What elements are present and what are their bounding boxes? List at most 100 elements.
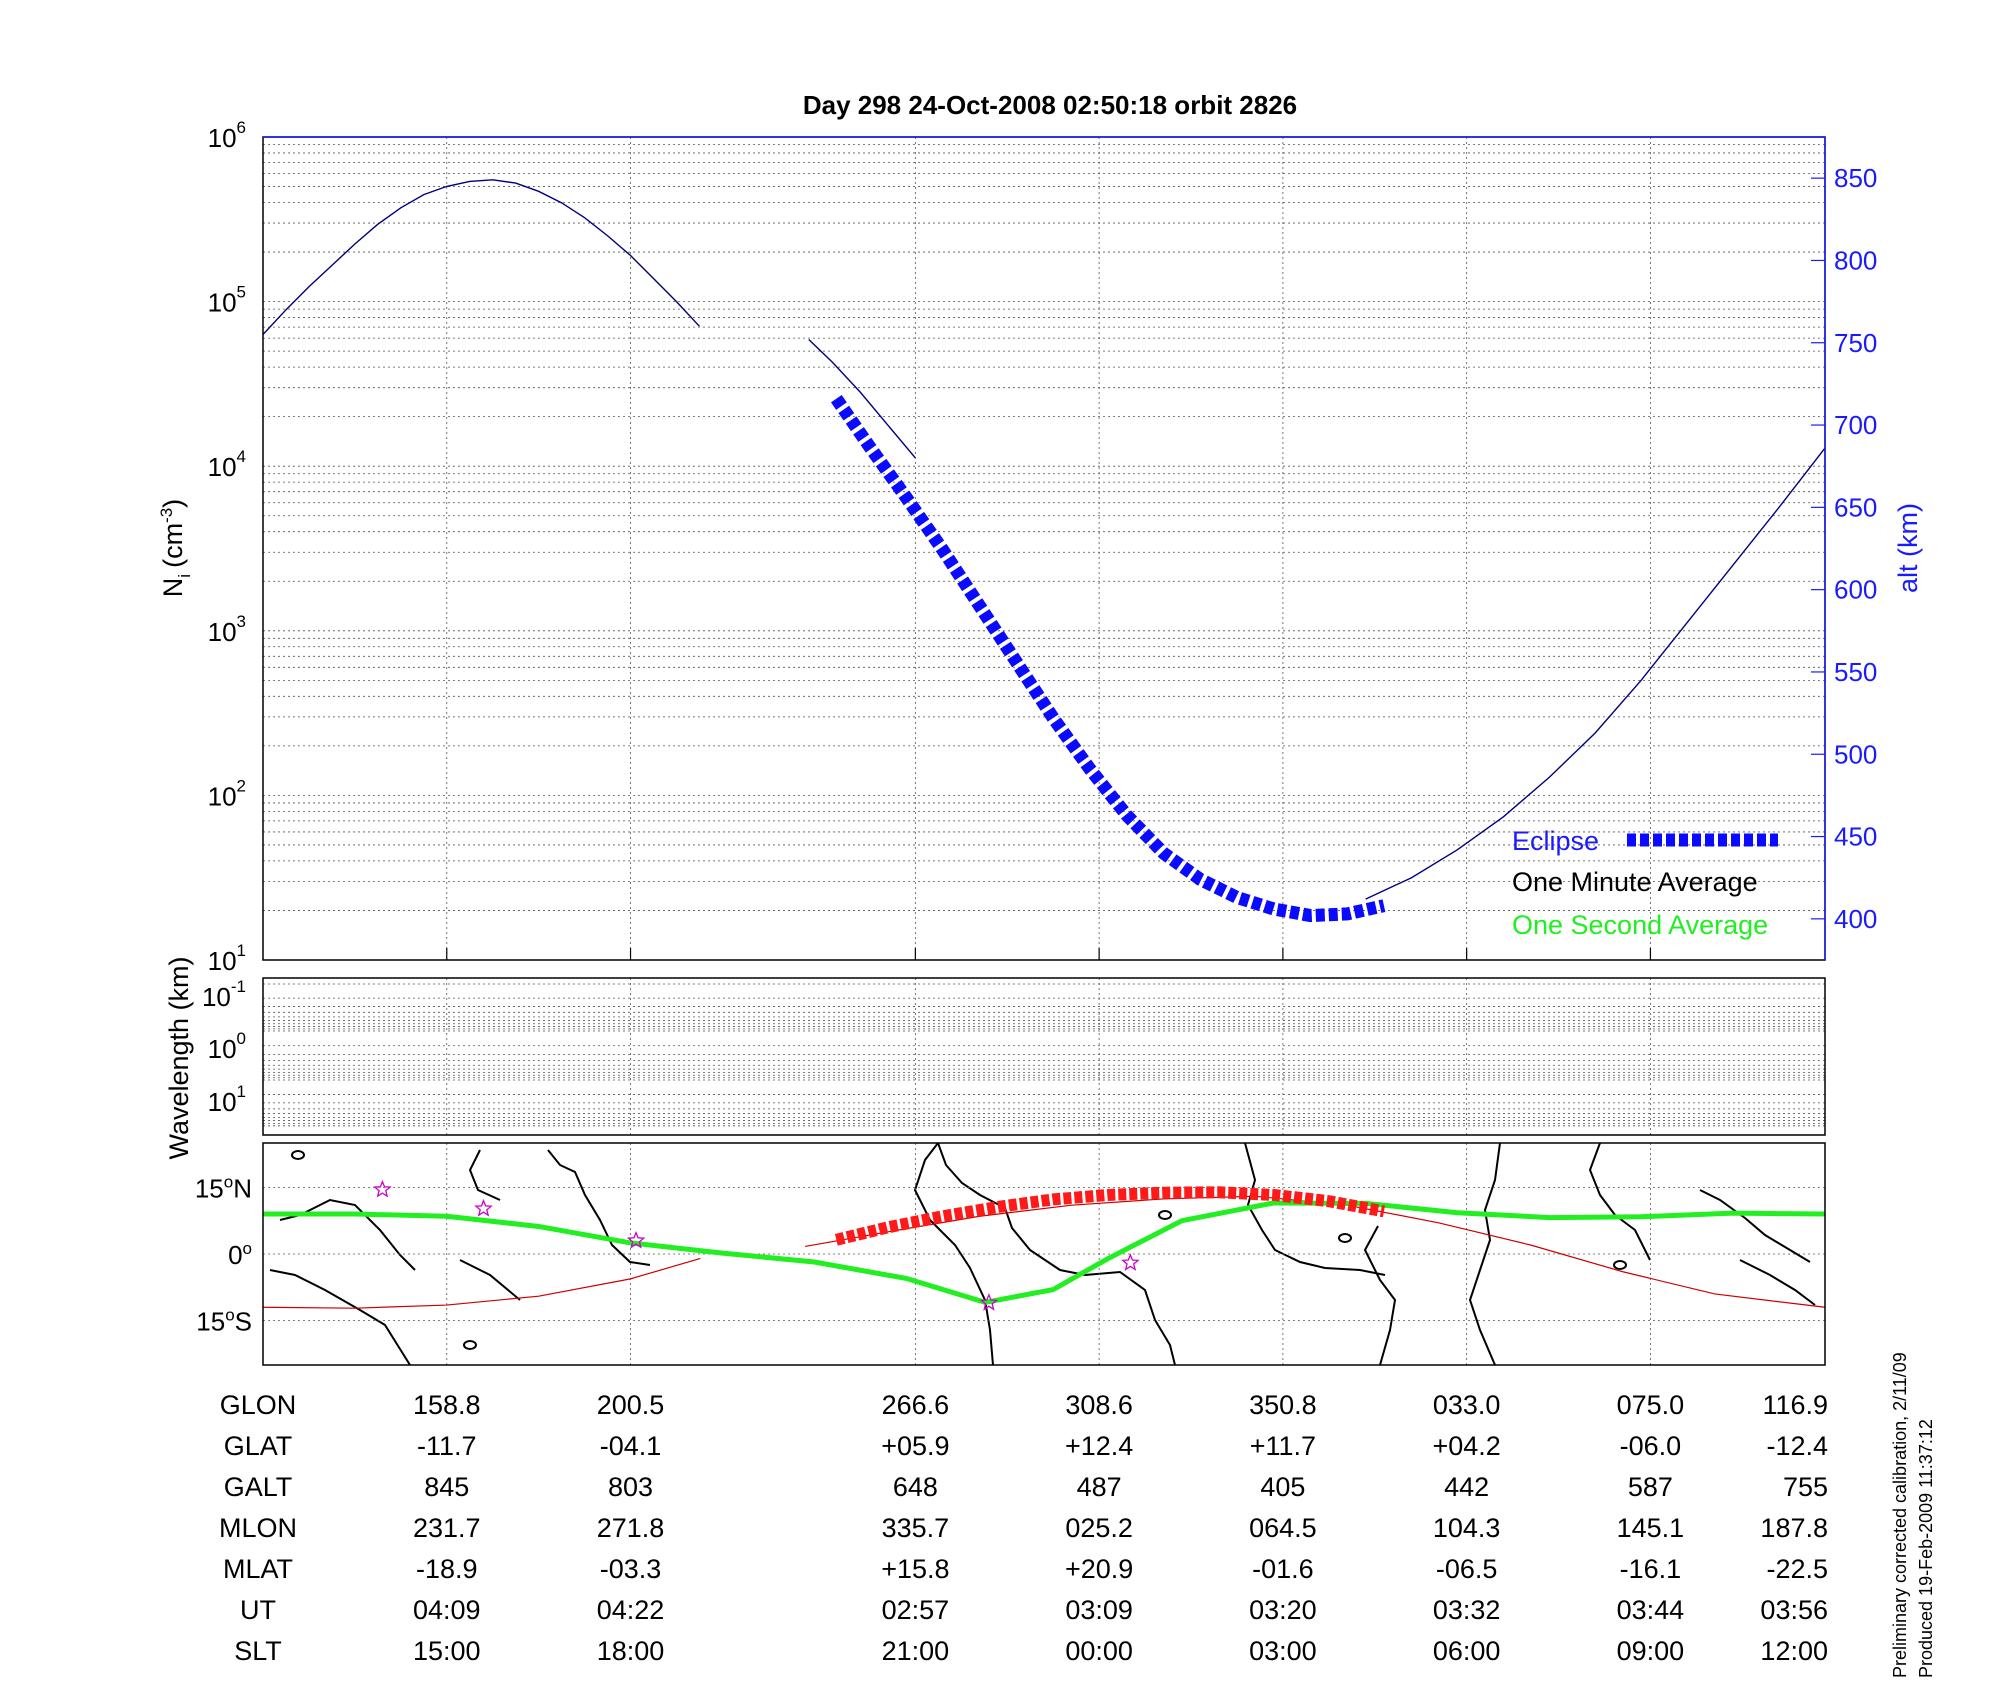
map-panel: 15oN 0o 15oS <box>195 1142 1826 1366</box>
table-cell: 09:00 <box>1617 1636 1685 1666</box>
table-cell: 803 <box>608 1472 653 1502</box>
table-cell: 064.5 <box>1249 1513 1317 1543</box>
coastline <box>459 1259 521 1301</box>
eclipse-ground-track <box>834 1186 1386 1246</box>
table-cell: 442 <box>1444 1472 1489 1502</box>
table-row-label: GALT <box>224 1472 293 1502</box>
table-cell: 145.1 <box>1617 1513 1685 1543</box>
wavelength-y-tick-label: 10-1 <box>202 977 246 1012</box>
table-row-label: GLAT <box>224 1431 293 1461</box>
table-cell: -12.4 <box>1766 1431 1828 1461</box>
wavelength-y-tick-label: 101 <box>208 1082 246 1117</box>
map-lat-ticks: 15oN 0o 15oS <box>195 1172 252 1336</box>
table-cell: 308.6 <box>1065 1390 1133 1420</box>
table-cell: 335.7 <box>882 1513 950 1543</box>
ground-track-line <box>263 1200 1826 1305</box>
island <box>1613 1260 1627 1270</box>
eclipse-segment <box>831 395 1386 923</box>
coastline <box>1699 1189 1811 1263</box>
table-cell: 025.2 <box>1065 1513 1133 1543</box>
altitude-line <box>1365 447 1826 900</box>
table-cell: +20.9 <box>1065 1554 1133 1584</box>
table-cell: 15:00 <box>413 1636 481 1666</box>
table-cell: -11.7 <box>417 1431 477 1461</box>
table-cell: 075.0 <box>1617 1390 1685 1420</box>
map-lat-tick-label: 0o <box>228 1239 252 1270</box>
station-star-marker <box>979 1293 999 1311</box>
table-cell: 03:44 <box>1617 1595 1685 1625</box>
table-row-label: GLON <box>220 1390 297 1420</box>
island <box>463 1340 477 1350</box>
density-y-tick-label: 104 <box>208 447 246 482</box>
density-y-tick-label: 103 <box>208 612 246 647</box>
table-cell: -01.6 <box>1252 1554 1314 1584</box>
coastline <box>269 1269 411 1366</box>
table-cell: 104.3 <box>1433 1513 1501 1543</box>
table-cell: +04.2 <box>1432 1431 1500 1461</box>
altitude-tick-label: 450 <box>1834 822 1877 852</box>
produced-note: Produced 19-Feb-2009 11:37:12 <box>1916 1419 1936 1678</box>
map-lat-tick-label: 15oS <box>196 1306 252 1337</box>
map-gridlines <box>263 1143 1825 1365</box>
table-cell: 158.8 <box>413 1390 481 1420</box>
density-y-tick-label: 102 <box>208 776 246 811</box>
island <box>1338 1233 1352 1243</box>
table-cell: 350.8 <box>1249 1390 1317 1420</box>
table-cell: -03.3 <box>600 1554 662 1584</box>
coastline <box>1468 1142 1501 1366</box>
island <box>1158 1210 1172 1220</box>
table-cell: -06.0 <box>1620 1431 1682 1461</box>
map-plot-frame <box>262 1142 1826 1366</box>
table-cell: -04.1 <box>600 1431 662 1461</box>
density-y-label: Ni(cm-3) <box>157 499 194 597</box>
coastline <box>468 1149 501 1201</box>
table-row-label: SLT <box>234 1636 282 1666</box>
coastline <box>1363 1225 1397 1366</box>
wavelength-y-tick-label: 100 <box>208 1029 246 1064</box>
table-cell: 04:22 <box>597 1595 665 1625</box>
altitude-y-ticks: 400 450 500 550 600 650 700 750 800 850 <box>1811 163 1877 934</box>
density-legend: Eclipse One Minute Average One Second Av… <box>1512 826 1778 940</box>
table-cell: +05.9 <box>881 1431 949 1461</box>
altitude-line <box>262 179 700 335</box>
altitude-axis-label: alt (km) <box>1893 503 1923 593</box>
density-gridlines <box>263 137 1825 961</box>
table-cell: 755 <box>1783 1472 1828 1502</box>
table-cell: -16.1 <box>1620 1554 1682 1584</box>
station-star-marker <box>373 1179 392 1198</box>
wavelength-panel: 10-1 100 101 Wavelength (km) <box>164 956 1826 1160</box>
table-cell: 21:00 <box>882 1636 950 1666</box>
station-star-marker <box>626 1230 646 1249</box>
table-cell: 648 <box>893 1472 938 1502</box>
altitude-tick-label: 550 <box>1834 657 1877 687</box>
chart-title: Day 298 24-Oct-2008 02:50:18 orbit 2826 <box>803 90 1297 120</box>
density-y-tick-label: 105 <box>208 283 246 318</box>
coastline <box>1588 1142 1651 1261</box>
table-cell: 18:00 <box>597 1636 665 1666</box>
altitude-line <box>808 338 916 459</box>
map-coastlines <box>269 1142 1816 1366</box>
table-cell: -06.5 <box>1436 1554 1498 1584</box>
table-cell: 00:00 <box>1065 1636 1133 1666</box>
station-star-marker <box>474 1198 493 1217</box>
table-cell: -18.9 <box>416 1554 478 1584</box>
magnetic-equator-line <box>262 1257 701 1309</box>
altitude-tick-label: 600 <box>1834 575 1877 605</box>
table-cell: 03:56 <box>1760 1595 1828 1625</box>
table-row-label: MLAT <box>223 1554 293 1584</box>
table-cell: 266.6 <box>882 1390 950 1420</box>
table-cell: 06:00 <box>1433 1636 1501 1666</box>
station-star-marker <box>1121 1253 1140 1271</box>
table-cell: 03:32 <box>1433 1595 1501 1625</box>
density-panel: 101 102 103 104 105 106 400 450 500 550 600 650 700… <box>157 118 1923 976</box>
table-cell: -22.5 <box>1766 1554 1828 1584</box>
table-cell: 02:57 <box>882 1595 950 1625</box>
table-cell: 271.8 <box>597 1513 665 1543</box>
table-cell: 200.5 <box>597 1390 665 1420</box>
orbit-parameter-table: GLON 158.8 200.5 266.6 308.6 350.8 033.0 075.0 1… <box>219 1390 1828 1666</box>
table-cell: 03:00 <box>1249 1636 1317 1666</box>
altitude-tick-label: 650 <box>1834 492 1877 522</box>
table-cell: 033.0 <box>1433 1390 1501 1420</box>
